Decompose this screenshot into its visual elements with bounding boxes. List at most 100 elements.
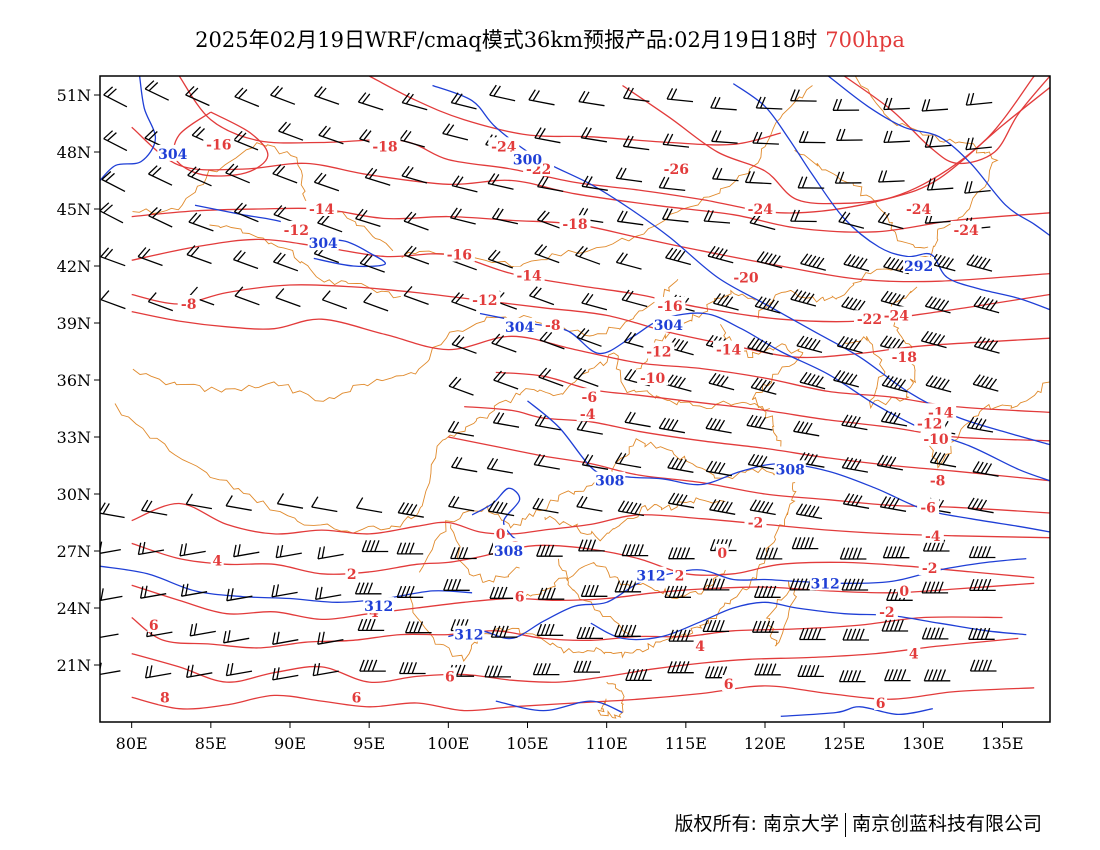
province-border (132, 142, 394, 252)
wind-barb (188, 212, 214, 232)
wind-barb (536, 544, 563, 557)
wind-barb (225, 163, 250, 184)
isotherm-line (131, 542, 1035, 579)
temperature-label-bg (177, 295, 200, 311)
wind-barb (179, 543, 206, 557)
wind-barb (751, 620, 779, 633)
temperature-label-bg (875, 602, 898, 619)
wind-barb (789, 89, 817, 102)
wind-barb (450, 547, 477, 560)
temperature-label: -24 (748, 202, 774, 218)
wind-barb (357, 92, 384, 111)
height-label-bg (652, 315, 684, 332)
wind-barb (750, 377, 777, 395)
wind-barb (882, 546, 910, 559)
lon-tick-label: 95E (353, 734, 385, 753)
height-label: 312 (364, 599, 393, 615)
wind-barb (225, 662, 253, 677)
temperature-label: -12 (472, 293, 497, 309)
height-label-bg (363, 597, 395, 614)
temperature-label: 8 (160, 690, 170, 706)
height-contour-line (827, 76, 1050, 237)
temperature-label: 2 (675, 569, 685, 585)
wind-barb (186, 245, 212, 265)
wind-barb (880, 290, 907, 309)
temperature-label-bg (578, 388, 601, 405)
wind-barb (270, 85, 296, 105)
title-pressure-level: 700hpa (825, 28, 905, 52)
temperature-label-bg (660, 160, 692, 177)
height-contour-line (495, 700, 623, 714)
wind-barb (363, 292, 389, 312)
wind-barb (357, 618, 385, 632)
wind-barb (843, 254, 870, 272)
wind-barb (186, 664, 213, 679)
wind-barb (709, 499, 736, 515)
temperature-label-bg (854, 310, 885, 327)
temperature-label-bg (715, 543, 729, 560)
wind-barb (705, 460, 733, 477)
wind-barb (451, 334, 477, 354)
wind-barb (397, 502, 424, 518)
wind-barb (233, 544, 260, 558)
wind-barb (276, 493, 304, 509)
height-label: 312 (811, 576, 840, 592)
temperature-label: 0 (717, 546, 727, 562)
wind-barb (537, 176, 564, 193)
height-label-bg (157, 144, 189, 161)
height-contour-line (590, 601, 1027, 641)
wind-barb (448, 376, 474, 396)
wind-barb (969, 578, 996, 592)
wind-barb (442, 123, 469, 141)
wind-barb (487, 249, 514, 269)
height-label-bg (594, 471, 626, 488)
temperature-label-bg (897, 581, 911, 598)
lat-tick-label: 42N (57, 257, 91, 276)
wind-barb (834, 171, 862, 184)
temperature-label-bg (559, 215, 591, 232)
wind-barb (581, 454, 609, 470)
province-border (757, 76, 999, 319)
wind-barb (921, 99, 949, 112)
wind-barb (317, 631, 344, 645)
lat-tick-label: 30N (57, 485, 91, 504)
wind-barb (617, 500, 645, 517)
isotherm-line (131, 284, 1050, 359)
wind-barb (234, 87, 260, 108)
temperature-label: -8 (181, 297, 197, 313)
wind-barb (965, 92, 993, 106)
height-label: 308 (595, 474, 624, 490)
height-contour-line (194, 204, 386, 268)
temperature-label-bg (693, 637, 707, 653)
lat-tick-label: 48N (57, 143, 91, 162)
wind-barb (921, 627, 949, 640)
wind-barb (233, 250, 259, 270)
wind-barb (355, 497, 383, 514)
wind-barb (964, 181, 991, 194)
wind-barb (753, 585, 781, 598)
wind-barb (486, 457, 514, 474)
wind-barb (832, 98, 860, 111)
company-name: 南京创蓝科技有限公司 (851, 813, 1042, 835)
temperature-label-bg (874, 694, 888, 710)
wind-barb (451, 175, 478, 193)
temperature-label: -22 (857, 312, 882, 328)
lon-tick-label: 100E (427, 734, 469, 753)
wind-barb (100, 290, 126, 310)
height-label: 312 (454, 628, 483, 644)
temperature-label-bg (443, 667, 457, 684)
wind-barb (311, 496, 338, 513)
wind-barb (538, 367, 564, 387)
temperature-label: 4 (212, 554, 222, 570)
wind-barb (924, 296, 951, 314)
wind-barb (272, 667, 299, 681)
wind-barb (233, 202, 259, 223)
wind-barb (705, 417, 732, 434)
footer-credits: 版权所有: 南京大学 南京创蓝科技有限公司 (675, 809, 1042, 837)
wind-barb (103, 130, 128, 152)
wind-barb (534, 244, 560, 264)
lat-tick-label: 39N (57, 314, 91, 333)
wind-barb (616, 210, 644, 226)
temperature-label: -12 (284, 223, 309, 239)
height-label-bg (307, 234, 339, 251)
